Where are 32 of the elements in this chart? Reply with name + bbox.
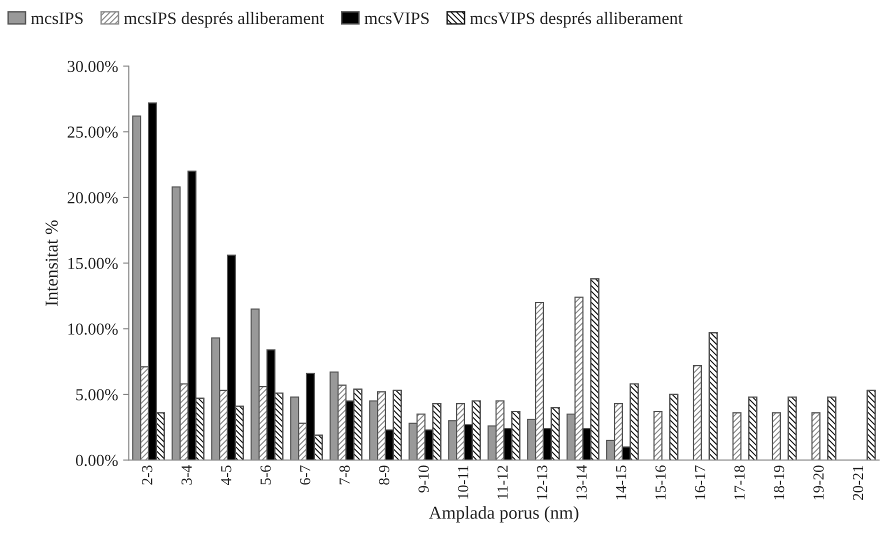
y-axis-title: Intensitat % <box>46 220 58 306</box>
x-tick-label: 6-7 <box>300 465 310 485</box>
y-tick-label: 0.00% <box>76 454 118 466</box>
x-tick-label: 2-3 <box>142 466 152 485</box>
x-axis-title: Amplada porus (nm) <box>428 506 578 523</box>
x-tick-label: 8-9 <box>378 466 390 485</box>
x-tick-label: 12-13 <box>536 466 548 500</box>
y-tick-label: 15.00% <box>68 258 118 270</box>
x-tick-label: 16-17 <box>694 465 706 500</box>
x-tick-label: 13-14 <box>576 465 587 500</box>
legend-label: mcsIPS després alliberament <box>124 12 324 28</box>
x-tick-label: 10-11 <box>458 466 468 499</box>
x-tick-label: 7-8 <box>339 466 350 484</box>
y-tick-label: 30.00% <box>68 60 118 72</box>
legend-label: mcsVIPS <box>364 12 429 24</box>
y-tick-label: 25.00% <box>68 126 118 138</box>
legend-label: mcsIPS <box>31 12 83 24</box>
x-tick-label: 20-21 <box>852 466 864 500</box>
x-tick-label: 3-4 <box>182 465 192 485</box>
x-tick-label: 17-18 <box>734 466 745 500</box>
x-tick-label: 14-15 <box>616 466 626 500</box>
legend-label: mcsVIPS després alliberament <box>470 12 683 28</box>
x-tick-label: 19-20 <box>813 466 824 500</box>
y-tick-label: 10.00% <box>68 323 118 335</box>
y-tick-label: 20.00% <box>68 192 118 204</box>
x-tick-label: 4-5 <box>221 466 232 486</box>
x-tick-label: 18-19 <box>774 466 784 500</box>
x-tick-label: 11-12 <box>497 466 508 499</box>
x-tick-label: 9-10 <box>418 466 429 492</box>
x-tick-label: 15-16 <box>655 465 666 500</box>
x-tick-label: 5-6 <box>260 465 271 484</box>
y-tick-label: 5.00% <box>76 389 118 400</box>
